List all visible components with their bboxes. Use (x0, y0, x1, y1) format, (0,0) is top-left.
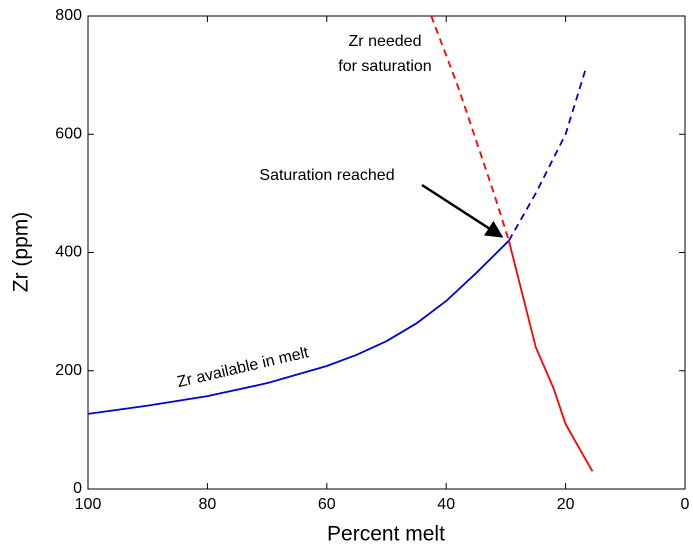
x-tick-label: 40 (437, 496, 455, 513)
annotation: for saturation (338, 58, 431, 75)
x-tick-label: 0 (681, 496, 690, 513)
x-tick-label: 100 (75, 496, 102, 513)
annotation: Saturation reached (259, 167, 394, 184)
y-tick-label: 0 (73, 480, 82, 497)
y-tick-label: 800 (55, 7, 82, 24)
x-tick-label: 80 (199, 496, 217, 513)
line-series (87, 240, 510, 415)
annotation-arrow (421, 183, 504, 238)
x-tick-label: 60 (318, 496, 336, 513)
x-axis-label: Percent melt (327, 523, 445, 546)
plot-frame (87, 15, 686, 490)
x-tick-label: 20 (557, 496, 575, 513)
annotation: Zr needed (349, 33, 422, 50)
line-series (430, 15, 510, 241)
y-axis-label: Zr (ppm) (10, 212, 33, 293)
series-label: Zr available in melt (176, 344, 311, 391)
y-tick-label: 200 (55, 362, 82, 379)
y-tick-label: 400 (55, 244, 82, 261)
line-series (508, 65, 588, 242)
y-tick-label: 600 (55, 125, 82, 142)
line-series (508, 240, 594, 472)
